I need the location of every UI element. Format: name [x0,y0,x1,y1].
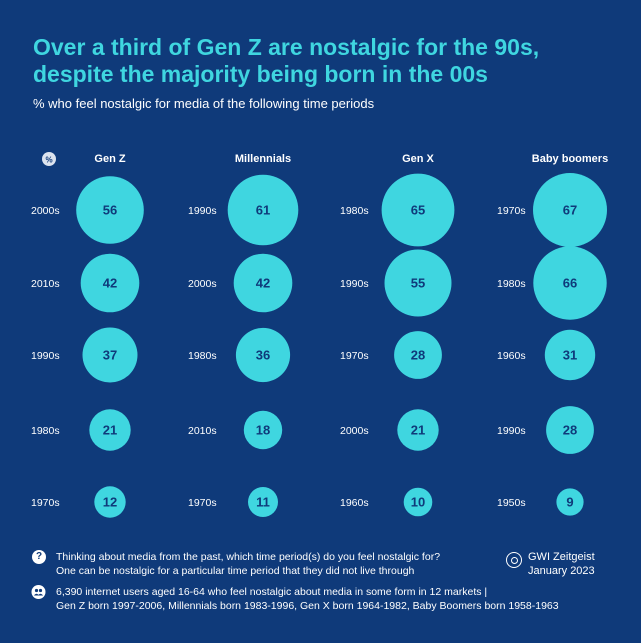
chart-title: Over a third of Gen Z are nostalgic for … [33,34,540,87]
row-label: 1990s [188,205,217,217]
data-label: 18 [256,423,270,438]
footer-sample: 6,390 internet users aged 16-64 who feel… [56,585,626,613]
row-label: 1950s [497,497,526,509]
data-label: 56 [103,203,117,218]
row-label: 1970s [31,497,60,509]
data-label: 55 [411,276,425,291]
data-label: 11 [256,495,270,510]
data-bubble [544,329,596,381]
row-label: 1970s [497,205,526,217]
question-note: One can be nostalgic for a particular ti… [56,565,415,577]
data-label: 21 [103,423,117,438]
people-icon [31,585,46,599]
sample-line-2: Gen Z born 1997-2006, Millennials born 1… [56,600,559,612]
data-label: 37 [103,348,117,363]
row-label: 1980s [31,425,60,437]
row-label: 2000s [31,205,60,217]
row-label: 2000s [188,278,217,290]
data-bubble [384,249,452,317]
data-bubble [381,173,455,247]
data-label: 10 [411,495,425,510]
data-bubble [80,253,140,313]
row-label: 1990s [340,278,369,290]
row-label: 2000s [340,425,369,437]
data-bubble [397,409,439,451]
data-label: 28 [411,348,425,363]
data-bubble [546,406,594,454]
data-label: 36 [256,348,270,363]
data-bubble [248,487,278,517]
data-label: 61 [256,203,270,218]
data-bubble [94,486,126,518]
data-bubble [89,409,131,451]
data-bubble [533,246,607,320]
data-bubble [556,488,584,516]
data-bubble [394,331,442,379]
data-label: 67 [563,203,577,218]
data-label: 21 [411,423,425,438]
data-label: 65 [411,203,425,218]
group-header: Gen X [402,153,434,165]
row-label: 1990s [31,350,60,362]
row-label: 2010s [188,425,217,437]
sample-line-1: 6,390 internet users aged 16-64 who feel… [56,586,488,598]
data-bubble [533,173,607,247]
percent-badge-icon [42,152,56,166]
question-text: Thinking about media from the past, whic… [56,551,441,563]
footer-question: Thinking about media from the past, whic… [56,550,496,578]
row-label: 1960s [497,350,526,362]
row-label: 1970s [340,350,369,362]
group-header: Gen Z [94,153,125,165]
bubble-chart: % Gen Z 2000s 56 2010s 42 1990s 37 1980s 21 1970s 1… [31,152,608,518]
row-label: 1980s [497,278,526,290]
data-bubble [233,253,293,313]
data-bubble [82,327,138,383]
data-label: 66 [563,276,577,291]
row-label: 2010s [31,278,60,290]
row-label: 1980s [340,205,369,217]
data-bubble [235,327,291,383]
gwi-logo-icon [506,552,522,568]
row-label: 1990s [497,425,526,437]
data-label: 28 [563,423,577,438]
percent-badge-text: % [45,156,52,165]
row-label: 1970s [188,497,217,509]
data-label: 9 [566,495,573,510]
data-bubble [227,174,299,246]
group-header: Millennials [235,153,291,165]
question-icon: ? [32,550,46,564]
brand-date: January 2023 [528,565,595,577]
data-bubble [76,176,144,244]
row-label: 1980s [188,350,217,362]
chart-subtitle: % who feel nostalgic for media of the fo… [33,96,375,111]
brand-name: GWI Zeitgeist [528,551,595,563]
data-label: 42 [103,276,117,291]
brand-block: GWI Zeitgeist January 2023 [506,550,626,578]
data-label: 31 [563,348,577,363]
row-label: 1960s [340,497,369,509]
group-header: Baby boomers [532,153,608,165]
data-bubble [403,487,433,517]
data-bubble [243,410,283,450]
data-label: 12 [103,495,117,510]
data-label: 42 [256,276,270,291]
